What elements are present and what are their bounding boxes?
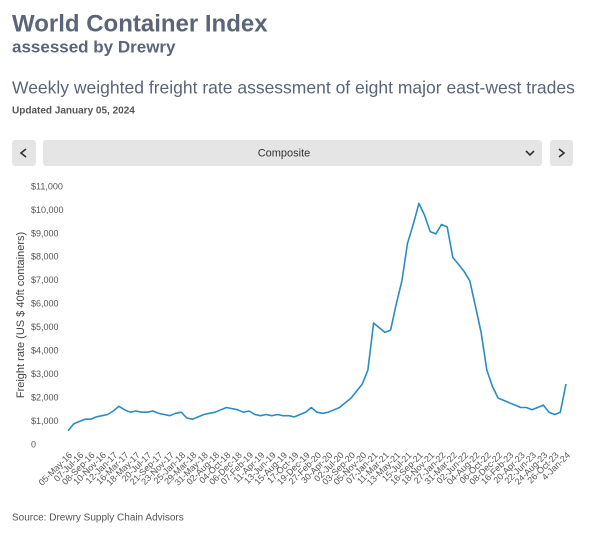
y-tick-label: $6,000 xyxy=(31,299,59,309)
next-icon xyxy=(558,148,566,158)
description: Weekly weighted freight rate assessment … xyxy=(12,78,575,98)
y-tick-label: $4,000 xyxy=(31,346,59,356)
y-tick-label: $8,000 xyxy=(31,252,59,262)
selector-bg xyxy=(43,140,542,166)
y-tick-label: $2,000 xyxy=(31,392,59,402)
rate-line xyxy=(67,202,567,432)
y-tick-label: $3,000 xyxy=(31,369,59,379)
y-tick-label: $9,000 xyxy=(31,228,59,238)
y-tick-label: $5,000 xyxy=(31,322,59,332)
prev-button-bg xyxy=(12,140,36,166)
prev-button[interactable] xyxy=(12,140,36,166)
prev-icon xyxy=(19,148,27,158)
y-tick-label: $7,000 xyxy=(31,275,59,285)
plot: 0 $1,000 $2,000 $3,000 $4,000 $5,000 $6,000 $7,… xyxy=(31,181,572,487)
subtitle: assessed by Drewry xyxy=(12,37,176,56)
dataset-selector[interactable]: Composite xyxy=(43,140,542,166)
next-button[interactable] xyxy=(550,140,573,166)
title: World Container Index xyxy=(12,10,268,37)
y-tick-label: $10,000 xyxy=(31,205,64,215)
updated-date: Updated January 05, 2024 xyxy=(12,106,135,117)
selector-label: Composite xyxy=(258,147,311,159)
y-tick-label: 0 xyxy=(31,439,36,449)
dropdown-icon xyxy=(525,150,535,157)
source: Source: Drewry Supply Chain Advisors xyxy=(12,513,184,524)
next-button-bg xyxy=(550,140,573,166)
y-tick-label: $1,000 xyxy=(31,416,59,426)
y-axis-label: Freight rate (US $ 40ft containers) xyxy=(15,232,27,398)
y-tick-label: $11,000 xyxy=(31,181,63,191)
